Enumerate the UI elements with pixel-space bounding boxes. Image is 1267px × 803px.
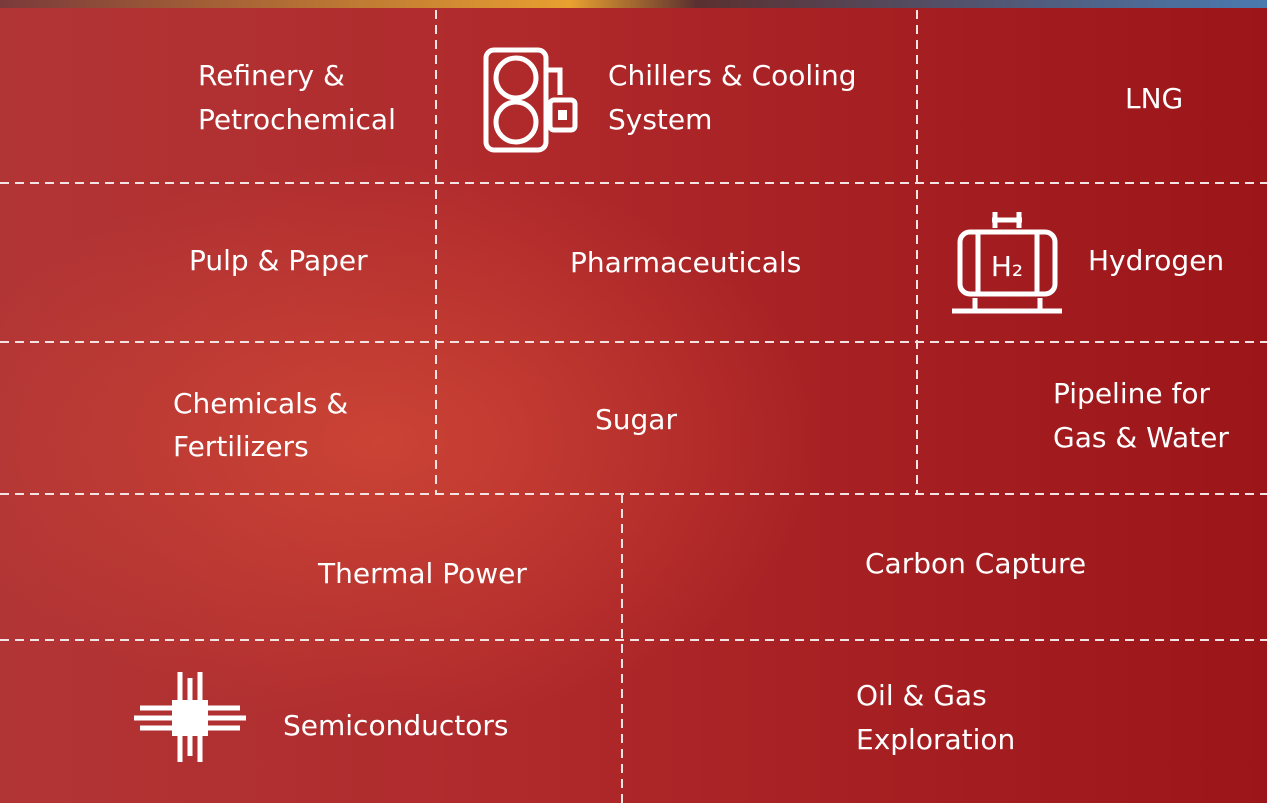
hydrogen-icon: H₂ — [952, 212, 1062, 314]
industry-label: Exploration — [856, 723, 1015, 756]
top-strip — [0, 0, 1267, 8]
industry-label: Refinery & — [198, 59, 345, 92]
industry-label: Hydrogen — [1088, 244, 1224, 277]
industry-label: Gas & Water — [1053, 421, 1229, 454]
industry-label: LNG — [1125, 82, 1183, 115]
industry-label: Sugar — [595, 403, 677, 436]
chip-icon — [134, 672, 246, 762]
svg-text:H₂: H₂ — [991, 250, 1023, 283]
industry-label: Chillers & Cooling — [608, 59, 857, 92]
industry-label: Fertilizers — [173, 430, 309, 463]
industry-label: Petrochemical — [198, 103, 396, 136]
industry-label: System — [608, 103, 712, 136]
industry-label: Oil & Gas — [856, 679, 987, 712]
industry-label: Carbon Capture — [865, 547, 1086, 580]
industry-label: Pulp & Paper — [189, 244, 368, 277]
industry-label: Chemicals & — [173, 387, 348, 420]
industry-label: Semiconductors — [283, 709, 508, 742]
industry-label: Thermal Power — [317, 557, 527, 590]
chiller-icon — [483, 47, 578, 153]
grid-lines — [0, 10, 1267, 803]
industry-label: Pharmaceuticals — [570, 246, 801, 279]
industry-label: Pipeline for — [1053, 377, 1210, 410]
